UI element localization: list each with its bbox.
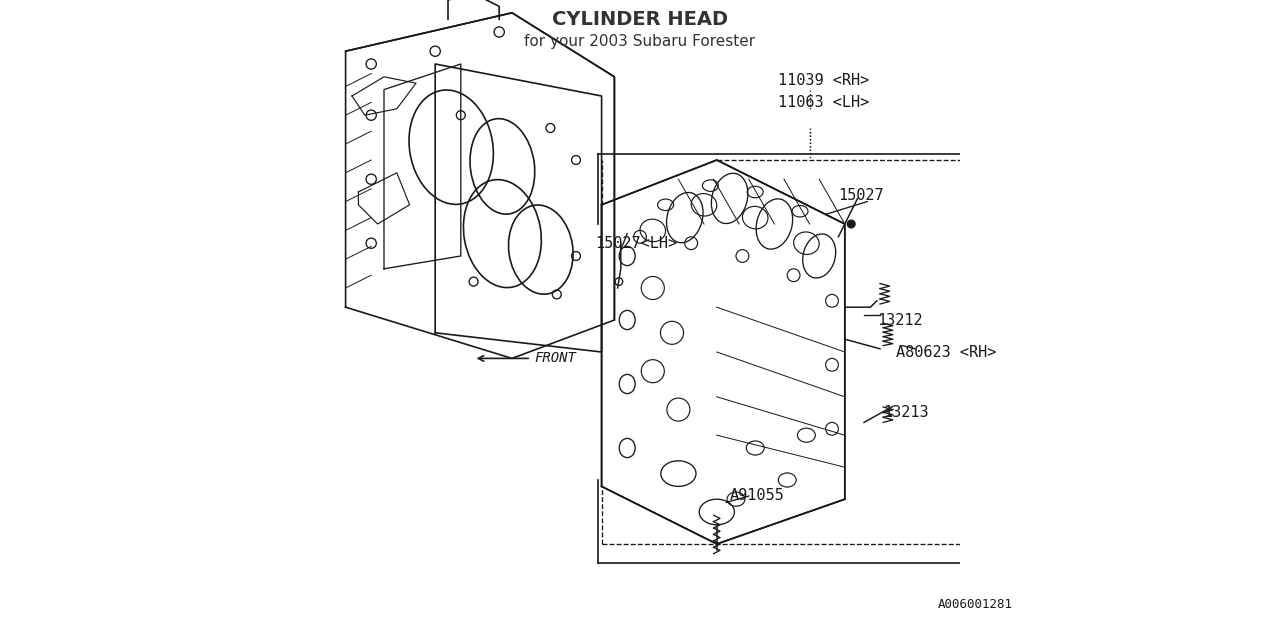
Text: 11039 <RH>: 11039 <RH> xyxy=(777,72,869,88)
Text: A80623 <RH>: A80623 <RH> xyxy=(896,344,996,360)
Text: 15027: 15027 xyxy=(838,188,884,203)
Text: for your 2003 Subaru Forester: for your 2003 Subaru Forester xyxy=(525,34,755,49)
Circle shape xyxy=(847,220,855,228)
Text: 13212: 13212 xyxy=(877,312,923,328)
Text: A91055: A91055 xyxy=(730,488,785,504)
Text: 15027<LH>: 15027<LH> xyxy=(595,236,677,251)
Text: 13213: 13213 xyxy=(883,405,929,420)
Text: FRONT: FRONT xyxy=(535,351,576,365)
Text: 11063 <LH>: 11063 <LH> xyxy=(777,95,869,110)
Text: CYLINDER HEAD: CYLINDER HEAD xyxy=(552,10,728,29)
Text: A006001281: A006001281 xyxy=(937,598,1012,611)
